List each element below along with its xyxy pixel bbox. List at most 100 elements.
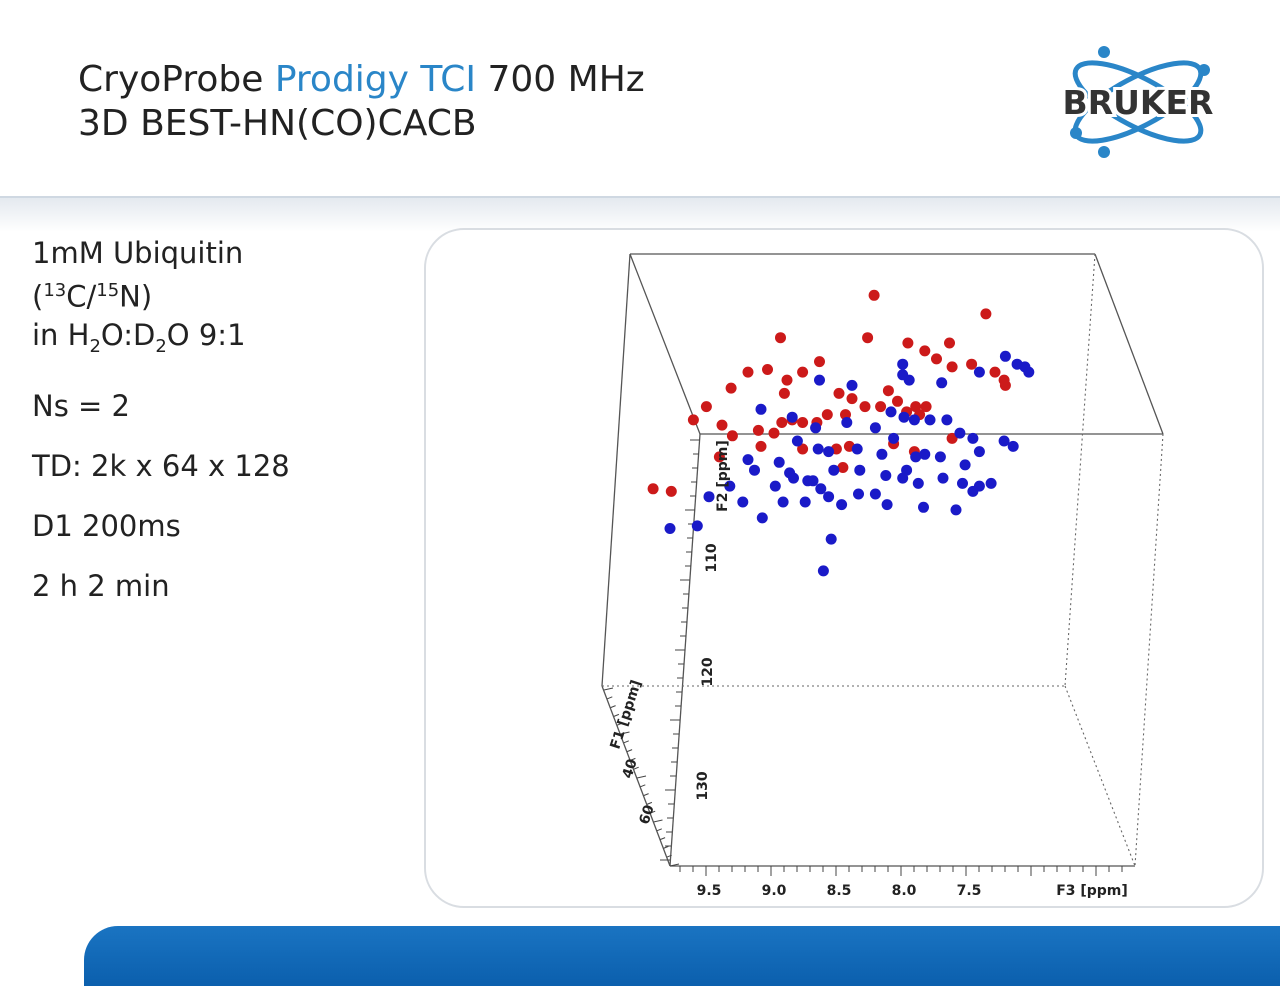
f1-tick (630, 757, 636, 761)
peak-blue (756, 512, 768, 524)
peak-blue (973, 446, 985, 458)
peak-red (846, 393, 858, 405)
peak-red (755, 440, 767, 452)
f1-tick-label: 60 (637, 803, 658, 827)
peak-red (797, 417, 809, 428)
time-domain-size: TD: 2k x 64 x 128 (32, 449, 290, 484)
peak-blue (737, 496, 749, 508)
peak-red (775, 332, 786, 344)
sample-name: 1mM Ubiquitin (32, 236, 244, 270)
peak-blue (941, 414, 953, 426)
peak-red (946, 361, 958, 373)
f1-tick-label: 40 (620, 757, 641, 781)
f3-tick-label: 8.5 (827, 883, 852, 899)
peak-blue (791, 435, 803, 447)
cube-frame (601, 253, 1164, 867)
peak-red (713, 451, 725, 463)
peak-blue (910, 451, 922, 463)
peak-blue (777, 496, 789, 508)
f1-tick (636, 775, 647, 779)
f1-tick (653, 819, 663, 823)
relaxation-delay: D1 200ms (32, 509, 181, 544)
peak-blue (936, 377, 948, 389)
peak-red (920, 401, 932, 413)
peak-red (726, 430, 738, 442)
f1-tick (607, 696, 613, 700)
peak-blue (954, 427, 966, 439)
peak-blue (724, 480, 736, 492)
peak-blue (851, 443, 863, 455)
peak-red (687, 414, 699, 426)
peak-blue (749, 464, 760, 476)
peak-blue (814, 374, 825, 386)
peak-blue (957, 477, 968, 489)
peak-blue (664, 523, 676, 534)
peak-blue (934, 451, 946, 463)
peak-red (868, 289, 880, 301)
peak-blue (853, 488, 864, 500)
f1-tick (646, 801, 653, 805)
peak-red (752, 424, 764, 436)
nmr-3d-plot: 9.5 9.0 8.5 8.0 7.5 F3 [ppm] 110 120 130 F2 [ppm]… (601, 253, 1164, 899)
f3-tick-label: 9.0 (762, 883, 787, 899)
peak-red (778, 387, 790, 399)
peak-red (944, 337, 955, 349)
peak-blue (919, 448, 931, 460)
title-product-highlight: Prodigy TCI (274, 59, 477, 100)
axis-ticks (603, 439, 1123, 876)
peak-red (776, 417, 788, 428)
peak-blue (908, 414, 920, 426)
experiment-time: 2 h 2 min (32, 569, 170, 604)
frame-edge (1094, 253, 1164, 435)
peak-red (862, 332, 874, 344)
peak-red (892, 395, 903, 407)
peak-red (821, 409, 833, 421)
peak-red (725, 382, 737, 394)
f3-tick-label: 9.5 (697, 883, 722, 899)
peak-blue (901, 464, 913, 476)
peak-blue (815, 483, 827, 495)
peak-blue (918, 501, 929, 513)
frame-edge-hidden (1064, 253, 1096, 687)
peak-blue (1023, 366, 1035, 378)
peak-blue (825, 533, 837, 545)
peak-blue (1007, 440, 1019, 452)
f1-tick (617, 722, 623, 726)
title-line-2: 3D BEST-HN(CO)CACB (78, 103, 477, 144)
spectrum-panel: 9.5 9.0 8.5 8.0 7.5 F3 [ppm] 110 120 130 F2 [ppm]… (424, 228, 1264, 908)
peak-red (797, 443, 809, 455)
peak-blue (950, 504, 962, 516)
peak-blue (869, 422, 881, 434)
frame-edge (601, 253, 631, 687)
peak-blue (881, 499, 893, 511)
f2-tick-label: 120 (700, 657, 716, 686)
peak-blue (786, 411, 798, 423)
peak-red (762, 364, 773, 375)
peak-red (919, 345, 931, 357)
header-divider (0, 196, 1280, 232)
title-product: CryoProbe (78, 59, 264, 100)
peak-red (931, 353, 942, 365)
f1-tick (663, 845, 669, 849)
peak-red (946, 432, 958, 444)
frame-edge (629, 253, 701, 435)
peak-blue (841, 417, 853, 428)
f1-tick (669, 863, 680, 867)
f1-tick (656, 828, 662, 832)
peak-red (814, 356, 825, 368)
peak-blue (703, 491, 715, 503)
peak-red (665, 485, 677, 497)
f1-tick (640, 784, 646, 788)
peak-blue (812, 443, 824, 455)
peak-red (700, 401, 712, 413)
sample-info: 1mM Ubiquitin (13C/15N) in H2O:D2O 9:1 N… (32, 234, 290, 605)
peak-blue (817, 565, 829, 577)
peak-blue (691, 520, 703, 532)
peak-red (989, 366, 1001, 378)
title-line-1: CryoProbe Prodigy TCI 700 MHz (78, 58, 645, 102)
peak-red (716, 419, 728, 431)
f1-tick (626, 749, 633, 753)
peak-blue (869, 488, 881, 500)
peak-blue (828, 464, 840, 476)
peak-blue (846, 379, 858, 391)
